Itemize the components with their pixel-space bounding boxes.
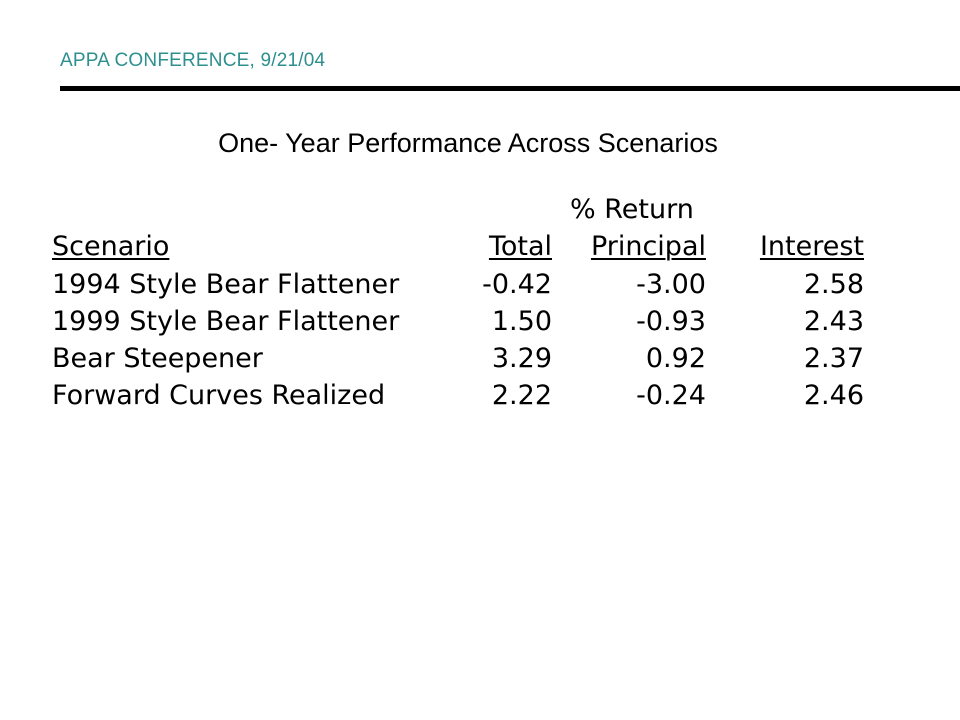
principal-cell: -0.24 bbox=[636, 380, 706, 411]
total-cell: -0.42 bbox=[482, 269, 552, 300]
header-divider bbox=[60, 86, 960, 91]
interest-cell: 2.46 bbox=[803, 380, 864, 411]
column-header-principal: Principal bbox=[590, 231, 706, 262]
principal-cell: 0.92 bbox=[645, 343, 706, 374]
column-header-scenario: Scenario bbox=[52, 231, 170, 262]
scenario-cell: Bear Steepener bbox=[52, 343, 263, 374]
principal-cell: -0.93 bbox=[636, 306, 706, 337]
total-cell: 1.50 bbox=[491, 306, 552, 337]
scenario-cell: Forward Curves Realized bbox=[52, 380, 386, 411]
interest-cell: 2.37 bbox=[803, 343, 864, 374]
table-group-header-row: % Return bbox=[52, 190, 872, 228]
interest-cell: 2.58 bbox=[803, 269, 864, 300]
scenario-cell: 1994 Style Bear Flattener bbox=[52, 269, 400, 300]
scenario-cell: 1999 Style Bear Flattener bbox=[52, 306, 400, 337]
table-row: Forward Curves Realized 2.22 -0.24 2.46 bbox=[52, 377, 872, 414]
table-row: 1999 Style Bear Flattener 1.50 -0.93 2.4… bbox=[52, 303, 872, 340]
percent-return-group-label: % Return bbox=[570, 194, 694, 225]
returns-table: % Return Scenario Total Principal Intere… bbox=[52, 190, 872, 414]
table-header-row: Scenario Total Principal Interest bbox=[52, 228, 872, 266]
total-cell: 2.22 bbox=[491, 380, 552, 411]
table-row: 1994 Style Bear Flattener -0.42 -3.00 2.… bbox=[52, 266, 872, 303]
table-row: Bear Steepener 3.29 0.92 2.37 bbox=[52, 340, 872, 377]
principal-cell: -3.00 bbox=[636, 269, 706, 300]
total-cell: 3.29 bbox=[491, 343, 552, 374]
column-header-total: Total bbox=[488, 231, 552, 262]
slide-title: One- Year Performance Across Scenarios bbox=[218, 128, 718, 158]
column-header-interest: Interest bbox=[759, 231, 864, 262]
conference-header: APPA CONFERENCE, 9/21/04 bbox=[60, 50, 326, 71]
interest-cell: 2.43 bbox=[803, 306, 864, 337]
